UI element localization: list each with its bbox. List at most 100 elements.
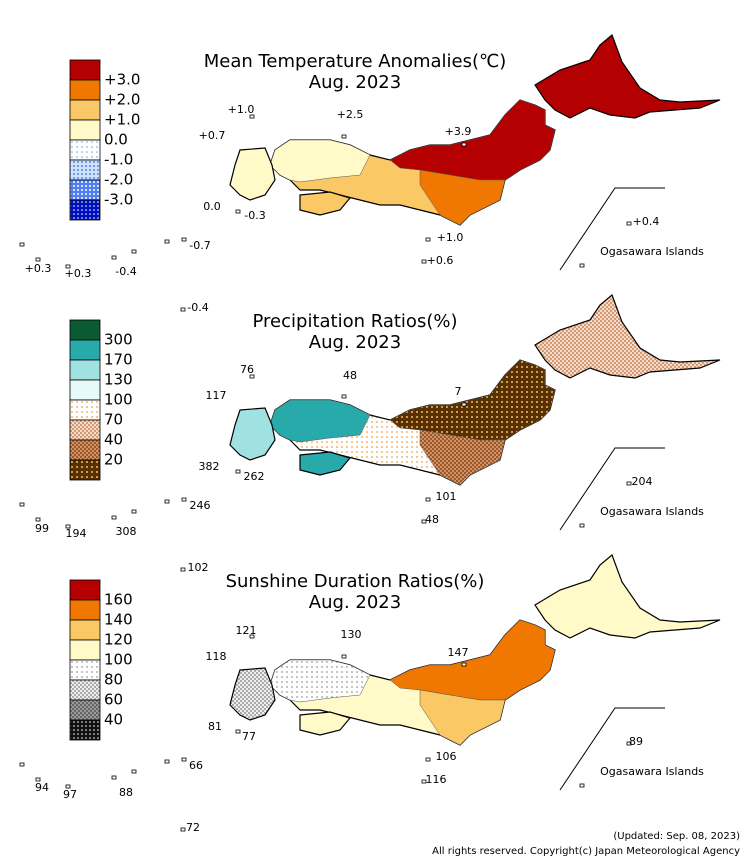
legend-label: 0.0	[104, 131, 128, 149]
legend-swatch	[69, 159, 101, 181]
island	[534, 553, 721, 639]
station-label: 118	[206, 650, 227, 663]
legend-label: -1.0	[104, 151, 133, 169]
station-label: 382	[199, 460, 220, 473]
small-island	[131, 509, 137, 514]
climate-region	[269, 139, 371, 183]
small-island	[131, 249, 137, 254]
legend-label: +2.0	[104, 91, 140, 109]
legend-swatch	[69, 79, 101, 101]
station-label: 88	[119, 786, 133, 799]
region-label: Ogasawara Islands	[600, 505, 704, 518]
station-label: 194	[66, 527, 87, 540]
map-subtitle: Aug. 2023	[309, 72, 401, 93]
station-label: 94	[35, 781, 49, 794]
legend-swatch	[69, 99, 101, 121]
station-label: +1.0	[228, 103, 255, 116]
station-label: -0.7	[189, 239, 210, 252]
station-label: 48	[343, 369, 357, 382]
climate-region	[419, 689, 506, 746]
island	[534, 33, 721, 119]
station-label: 97	[63, 788, 77, 801]
legend-label: 80	[104, 671, 123, 689]
small-island	[461, 402, 467, 407]
station-label: -0.4	[115, 265, 136, 278]
legend-swatch	[69, 659, 101, 681]
small-island	[341, 134, 347, 139]
station-label: +0.6	[427, 254, 454, 267]
station-label: +2.5	[337, 108, 364, 121]
legend-swatch	[69, 419, 101, 441]
island	[229, 407, 276, 461]
small-island	[235, 729, 241, 734]
legend-label: 20	[104, 451, 123, 469]
station-label: 204	[632, 475, 653, 488]
small-island	[19, 502, 25, 507]
station-label: 130	[341, 628, 362, 641]
station-label: +0.7	[199, 129, 226, 142]
small-island	[180, 307, 186, 312]
legend-label: 120	[104, 631, 133, 649]
legend-swatch	[69, 379, 101, 401]
station-label: 89	[629, 735, 643, 748]
legend-label: 160	[104, 591, 133, 609]
island	[229, 667, 276, 721]
small-island	[181, 497, 187, 502]
legend-swatch	[69, 339, 101, 361]
station-label: +0.3	[65, 267, 92, 280]
small-island	[249, 114, 255, 119]
station-label: 76	[240, 363, 254, 376]
climate-region	[269, 399, 371, 443]
station-label: 101	[436, 490, 457, 503]
legend-swatch	[69, 679, 101, 701]
map-title: Precipitation Ratios(%)	[253, 311, 458, 332]
legend-label: 140	[104, 611, 133, 629]
island	[299, 711, 352, 736]
legend-swatch	[69, 439, 101, 461]
legend-swatch	[69, 119, 101, 141]
legend-label: 40	[104, 431, 123, 449]
small-island	[131, 769, 137, 774]
map-panel: Ogasawara Islands Mean Temperature Anomal…	[19, 33, 721, 314]
small-island	[461, 142, 467, 147]
station-label: +0.4	[633, 215, 660, 228]
climate-region	[269, 659, 371, 703]
small-island	[181, 237, 187, 242]
small-island	[579, 263, 585, 268]
station-label: 66	[189, 759, 203, 772]
small-island	[626, 481, 632, 486]
climate-region	[419, 429, 506, 486]
small-island	[65, 264, 71, 269]
small-island	[19, 242, 25, 247]
legend-swatch	[69, 179, 101, 201]
legend-label: 60	[104, 691, 123, 709]
small-island	[579, 523, 585, 528]
small-island	[164, 759, 170, 764]
small-island	[164, 239, 170, 244]
small-island	[425, 497, 431, 502]
legend-label: +1.0	[104, 111, 140, 129]
map-panel: Ogasawara Islands Sunshine Duration Ratio…	[19, 553, 721, 834]
legend-label: 40	[104, 711, 123, 729]
inset-border	[559, 707, 665, 791]
station-label: 99	[35, 522, 49, 535]
legend-swatch	[69, 459, 101, 481]
small-island	[111, 515, 117, 520]
small-island	[181, 757, 187, 762]
legend-label: -3.0	[104, 191, 133, 209]
small-island	[65, 524, 71, 529]
small-island	[35, 777, 41, 782]
legend-label: 70	[104, 411, 123, 429]
small-island	[180, 827, 186, 832]
station-label: 147	[448, 646, 469, 659]
station-label: 121	[236, 624, 257, 637]
legend-swatch	[69, 59, 101, 81]
small-island	[425, 757, 431, 762]
small-island	[626, 741, 632, 746]
copyright: All rights reserved. Copyright(c) Japan …	[432, 846, 740, 857]
small-island	[249, 374, 255, 379]
station-label: 7	[455, 385, 462, 398]
small-island	[579, 783, 585, 788]
small-island	[421, 259, 427, 264]
inset-border	[559, 187, 665, 271]
